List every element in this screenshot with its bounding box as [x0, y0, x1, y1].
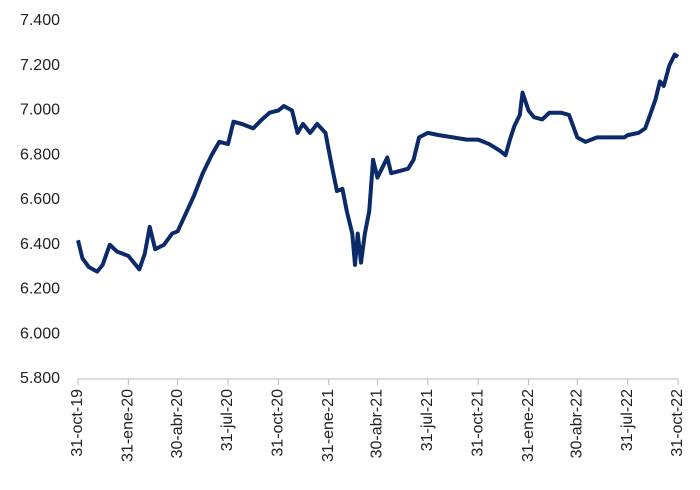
x-tick-label: 30-abr-22 — [568, 389, 585, 458]
x-tick-label: 31-jul-21 — [419, 389, 436, 451]
x-tick-label: 30-abr-20 — [169, 389, 186, 458]
y-tick-label: 5.800 — [20, 370, 60, 387]
x-tick-label: 31-oct-19 — [69, 389, 86, 457]
y-tick-label: 6.400 — [20, 236, 60, 253]
x-tick-label: 31-jul-22 — [619, 389, 636, 451]
y-tick-label: 6.200 — [20, 281, 60, 298]
x-tick-label: 31-jul-20 — [219, 389, 236, 451]
x-tick-label: 30-abr-21 — [369, 389, 386, 458]
y-tick-label: 7.400 — [20, 12, 60, 29]
x-tick-label: 31-ene-21 — [320, 389, 337, 462]
x-tick-label: 31-ene-20 — [120, 389, 137, 462]
x-tick-label: 31-ene-22 — [520, 389, 537, 462]
y-tick-label: 7.200 — [20, 57, 60, 74]
y-tick-label: 7.000 — [20, 102, 60, 119]
series-line — [76, 52, 680, 274]
x-tick-label: 31-oct-21 — [469, 389, 486, 457]
y-tick-label: 6.800 — [20, 146, 60, 163]
x-tick-label: 31-oct-22 — [669, 389, 686, 457]
x-tick-label: 31-oct-20 — [270, 389, 287, 457]
y-tick-label: 6.600 — [20, 191, 60, 208]
y-tick-label: 6.000 — [20, 325, 60, 342]
